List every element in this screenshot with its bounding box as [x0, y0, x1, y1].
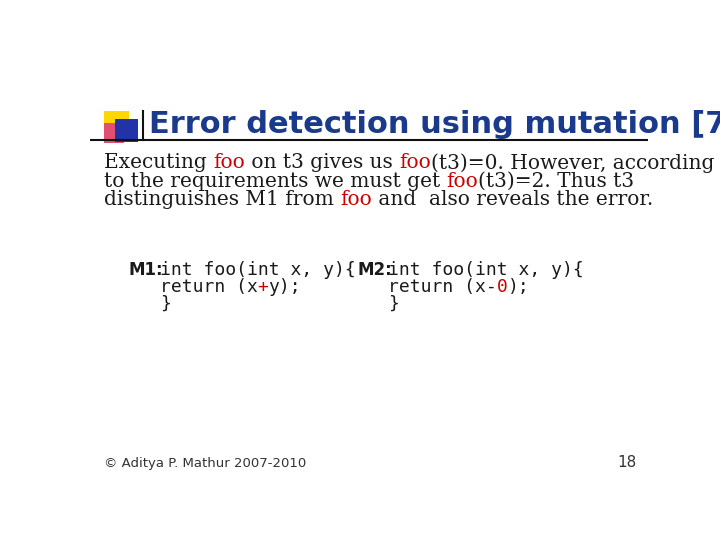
Text: foo: foo	[446, 172, 478, 191]
Text: 0: 0	[497, 278, 508, 296]
Text: M1:: M1:	[129, 261, 163, 279]
Text: y);: y);	[269, 278, 301, 296]
Text: © Aditya P. Mathur 2007-2010: © Aditya P. Mathur 2007-2010	[104, 457, 306, 470]
Text: M2:: M2:	[357, 261, 392, 279]
Text: foo: foo	[399, 153, 431, 172]
Text: int foo(int x, y){: int foo(int x, y){	[388, 261, 584, 279]
Text: 18: 18	[617, 455, 636, 470]
Text: (t3)=2. Thus t3: (t3)=2. Thus t3	[478, 172, 634, 191]
Text: }: }	[160, 295, 171, 313]
Text: Error detection using mutation [7]: Error detection using mutation [7]	[149, 110, 720, 139]
Text: and  also reveals the error.: and also reveals the error.	[372, 190, 653, 210]
Text: }: }	[388, 295, 400, 313]
Text: distinguishes M1 from: distinguishes M1 from	[104, 190, 340, 210]
Text: to the requirements we must get: to the requirements we must get	[104, 172, 446, 191]
Text: int foo(int x, y){: int foo(int x, y){	[160, 261, 356, 279]
Text: Executing: Executing	[104, 153, 213, 172]
Text: return (x-: return (x-	[388, 278, 497, 296]
Bar	[104, 111, 129, 136]
Text: foo: foo	[213, 153, 245, 172]
Bar	[114, 119, 138, 142]
Text: return (x: return (x	[160, 278, 258, 296]
Text: foo: foo	[340, 190, 372, 210]
Text: );: );	[508, 278, 530, 296]
Text: (t3)=0. However, according: (t3)=0. However, according	[431, 153, 714, 173]
Text: +: +	[258, 278, 269, 296]
Bar	[104, 123, 124, 143]
Text: on t3 gives us: on t3 gives us	[245, 153, 399, 172]
